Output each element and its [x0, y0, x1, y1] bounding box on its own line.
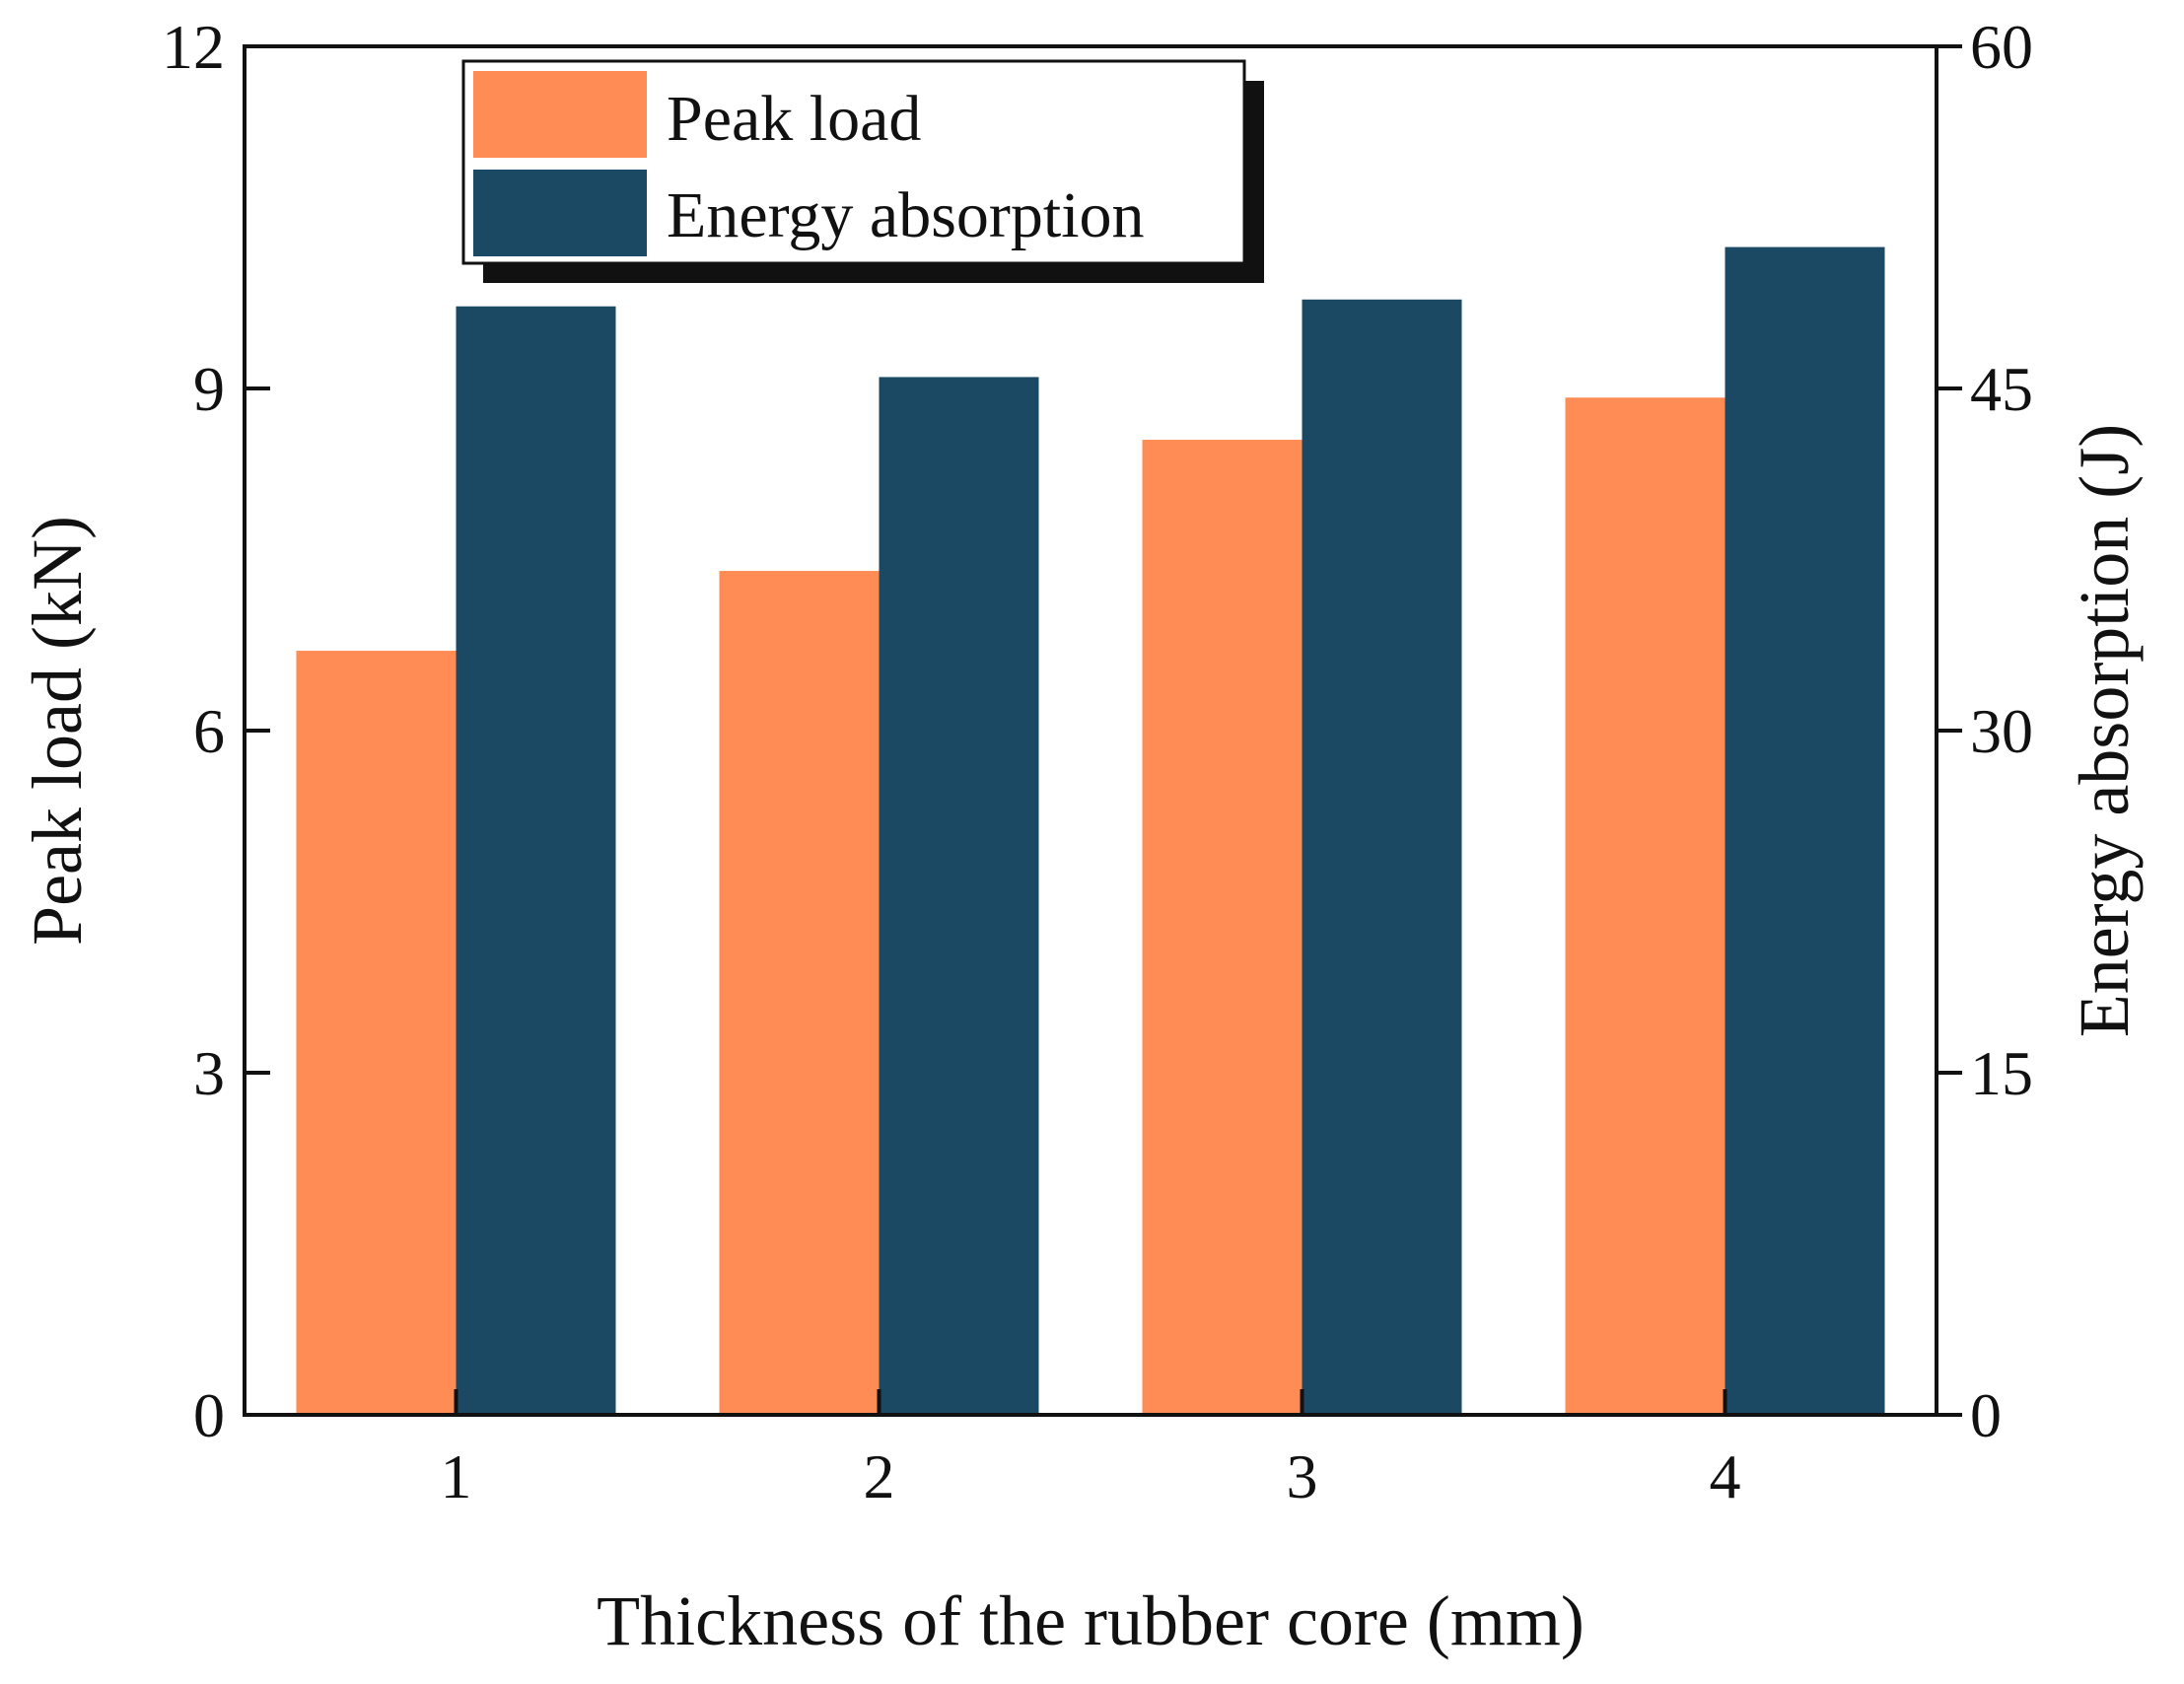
legend-label-energy-absorption: Energy absorption [667, 179, 1145, 251]
bar-energy-absorption-3 [1302, 299, 1462, 1415]
bars-layer [296, 246, 1885, 1416]
legend-swatch-peak-load [473, 71, 647, 158]
legend-label-peak-load: Peak load [667, 83, 921, 155]
x-tick-label-4: 4 [1710, 1441, 1741, 1511]
y-left-tick-label-6: 6 [193, 696, 225, 766]
y-left-tick-label-9: 9 [193, 354, 225, 424]
y-axis-title-right: Energy absorption (J) [2065, 424, 2144, 1038]
y-left-tick-label-3: 3 [193, 1038, 225, 1108]
y-right-tick-label-30: 30 [1970, 696, 2033, 766]
bar-peak-load-2 [719, 571, 880, 1415]
x-axis-title: Thickness of the rubber core (mm) [597, 1581, 1585, 1660]
y-left-tick-label-0: 0 [193, 1380, 225, 1450]
x-tick-label-3: 3 [1287, 1441, 1318, 1511]
bar-energy-absorption-1 [456, 306, 616, 1416]
legend: Peak load Energy absorption [461, 59, 1264, 283]
y-axis-title-left: Peak load (kN) [18, 516, 97, 946]
bar-peak-load-3 [1142, 440, 1303, 1415]
y-right-tick-label-0: 0 [1970, 1380, 2002, 1450]
y-right-tick-label-15: 15 [1970, 1038, 2033, 1108]
y-right-tick-label-60: 60 [1970, 12, 2033, 82]
y-left-tick-label-12: 12 [162, 12, 225, 82]
bar-peak-load-4 [1565, 397, 1726, 1416]
bar-energy-absorption-4 [1725, 246, 1885, 1415]
legend-swatch-energy-absorption [473, 170, 647, 256]
y-right-tick-label-45: 45 [1970, 354, 2033, 424]
bar-peak-load-1 [296, 651, 457, 1415]
x-tick-label-2: 2 [864, 1441, 895, 1511]
bar-energy-absorption-2 [879, 377, 1039, 1415]
x-tick-label-1: 1 [441, 1441, 472, 1511]
